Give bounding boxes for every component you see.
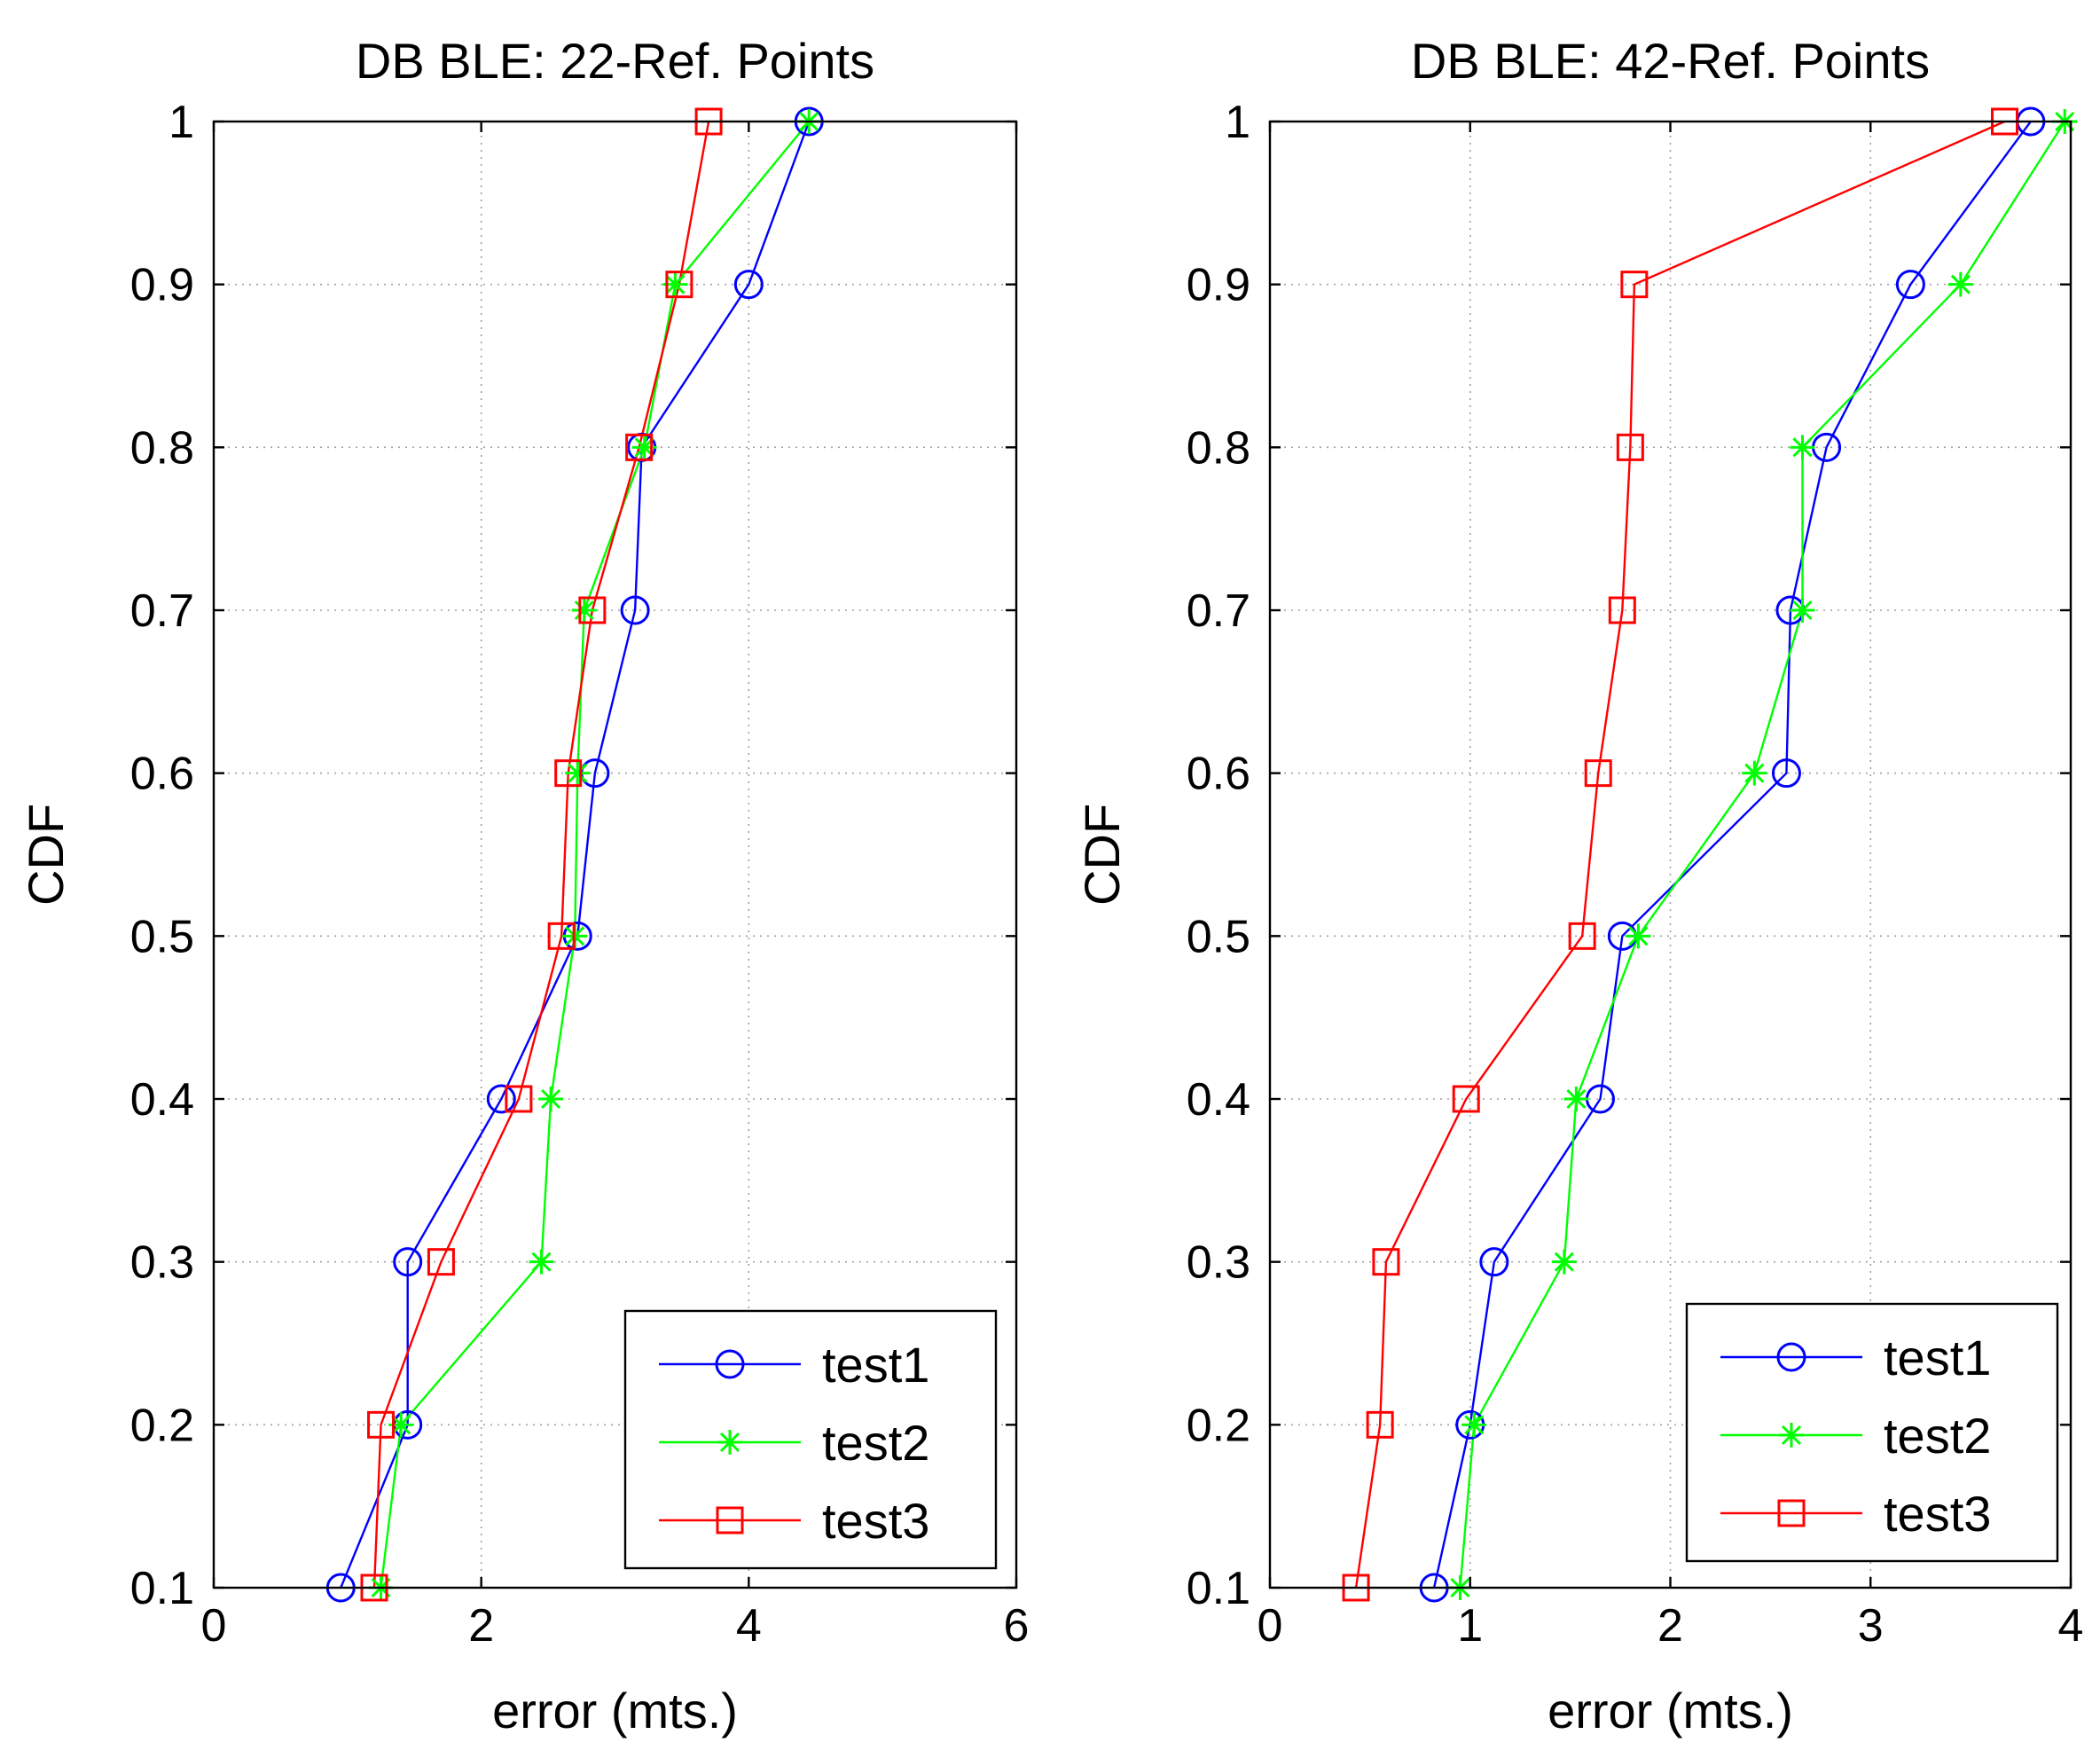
data-point-test2 [1947,271,1973,297]
y-tick-label: 0.1 [130,1563,194,1614]
data-point-test3 [1608,596,1636,624]
data-point-test2 [1563,1087,1589,1111]
series-line-test2 [1459,121,2066,1589]
legend: test1 test2 test3 [623,1309,998,1570]
legend-label-test3: test3 [822,1493,929,1549]
data-point-test2 [1790,435,1815,460]
y-tick-label: 0.8 [130,422,194,474]
y-tick-label: 1 [168,97,194,148]
data-point-test3 [1616,433,1644,461]
data-point-test3 [367,1410,396,1439]
y-tick-label: 0.5 [130,911,194,962]
data-point-test3 [1452,1085,1480,1113]
x-tick-label: 2 [1657,1600,1683,1652]
legend-label-test3: test3 [1884,1486,1991,1542]
data-point-test3 [427,1248,455,1276]
chart-1: 0 2 4 6 0.1 0.2 0.3 0.4 0.5 0.6 0.7 0.8 0.9 1 DB BLE: … [18,33,1029,1738]
data-point-test2 [529,1249,554,1275]
data-point-test3 [665,271,693,299]
x-axis-label: error (mts.) [1548,1683,1793,1738]
data-point-test3 [554,759,583,788]
data-point-test3 [1584,759,1612,788]
x-tick-label: 0 [201,1600,227,1652]
legend-marker-test3 [716,1506,744,1534]
x-axis-label: error (mts.) [492,1683,738,1738]
x-tick-label: 2 [468,1600,494,1652]
data-point-test3 [578,596,607,624]
chart-title: DB BLE: 42-Ref. Points [1411,33,1930,89]
y-tick-label: 0.2 [130,1400,194,1451]
data-point-test1 [1771,758,1801,789]
data-point-test2 [388,1412,414,1438]
legend-label-test2: test2 [1884,1408,1991,1464]
y-tick-label: 0.3 [130,1237,194,1289]
data-point-test2 [1626,923,1651,949]
legend-marker-test2 [1779,1423,1804,1448]
data-point-test3 [547,922,576,950]
data-point-test3 [1568,922,1596,950]
y-tick-label: 0.3 [1187,1237,1250,1289]
data-point-test1 [1479,1247,1509,1277]
y-tick-label: 0.6 [1187,749,1250,800]
legend-box [1685,1302,2059,1563]
x-tick-label: 0 [1258,1600,1283,1652]
data-point-test3 [505,1085,533,1113]
legend-label-test1: test1 [822,1337,929,1393]
legend-marker-test3 [1777,1499,1806,1527]
y-tick-label: 0.1 [1187,1563,1250,1614]
legend: test1 test2 test3 [1685,1302,2059,1563]
data-point-test3 [1620,271,1649,299]
legend-label-test2: test2 [822,1415,929,1471]
x-tick-label: 4 [736,1600,762,1652]
y-tick-label: 0.7 [130,585,194,637]
y-tick-label: 0.8 [1187,422,1250,474]
legend-marker-test1 [715,1349,745,1379]
chart-title: DB BLE: 22-Ref. Points [356,33,874,89]
data-point-test2 [1790,598,1815,623]
data-point-test3 [625,433,654,461]
x-tick-label: 4 [2058,1600,2084,1652]
y-tick-label: 0.2 [1187,1400,1250,1451]
data-point-test2 [538,1087,564,1111]
legend-label-test1: test1 [1884,1330,1991,1385]
legend-marker-test2 [717,1430,742,1455]
y-axis-label: CDF [1074,804,1130,906]
x-tick-label: 1 [1457,1600,1483,1652]
x-tick-label: 3 [1858,1600,1884,1652]
data-point-test2 [1461,1412,1487,1438]
y-tick-label: 0.9 [130,260,194,311]
data-point-test2 [662,271,688,297]
data-point-test3 [1372,1248,1400,1276]
data-point-test2 [1551,1249,1577,1275]
data-point-test2 [631,435,657,460]
data-point-test1 [393,1247,423,1277]
data-point-test2 [565,760,591,786]
y-tick-label: 0.5 [1187,911,1250,962]
y-tick-label: 0.9 [1187,260,1250,311]
series-line-test1 [340,121,811,1589]
chart-2: 0 1 2 3 4 0.1 0.2 0.3 0.4 0.5 0.6 0.7 0.8 0.9 1 DB BLE:… [1074,33,2083,1738]
y-tick-label: 0.4 [1187,1074,1250,1126]
data-point-test3 [1366,1410,1394,1439]
data-point-test1 [733,270,764,300]
legend-box [623,1309,998,1570]
y-tick-label: 0.6 [130,749,194,800]
series-line-test1 [1432,121,2032,1589]
data-point-test2 [571,598,597,623]
series-line-test3 [372,121,710,1589]
y-tick-label: 0.4 [130,1074,194,1126]
y-tick-label: 1 [1225,97,1250,148]
data-point-test2 [1742,760,1767,786]
data-point-test1 [620,595,650,625]
legend-marker-test1 [1776,1342,1806,1372]
plot-frame [212,120,1018,1589]
data-point-test1 [486,1084,516,1114]
series-line-test3 [1354,120,2005,1589]
x-tick-label: 6 [1004,1600,1030,1652]
y-tick-label: 0.7 [1187,585,1250,637]
y-axis-label: CDF [18,804,74,906]
data-point-test1 [1895,270,1925,300]
